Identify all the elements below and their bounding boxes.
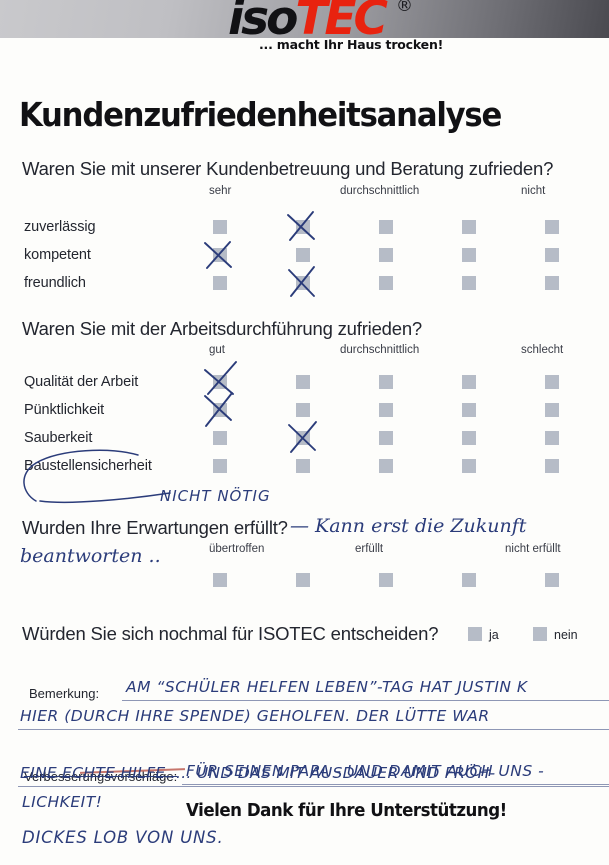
checkbox-erwartungen-3[interactable] — [379, 573, 393, 587]
handwritten-comment-line-4: EINE ECHTE HILFE..... UND DAS MIT AUSDAU… — [20, 764, 496, 782]
checkbox-kompetent-4[interactable] — [462, 248, 476, 262]
checkbox-baustellensicherheit-5[interactable] — [545, 459, 559, 473]
comment-rule-1 — [122, 700, 609, 701]
checkbox-erwartungen-5[interactable] — [545, 573, 559, 587]
checkbox-kompetent-5[interactable] — [545, 248, 559, 262]
checkbox-puenktlichkeit-3[interactable] — [379, 403, 393, 417]
comment-rule-3 — [182, 784, 609, 785]
checkbox-baustellensicherheit-2[interactable] — [296, 459, 310, 473]
row-label-zuverlaessig: zuverlässig — [24, 219, 96, 235]
checkbox-baustellensicherheit-1[interactable] — [213, 459, 227, 473]
checkbox-qualitaet-4[interactable] — [462, 375, 476, 389]
checkbox-sauberkeit-2[interactable] — [296, 431, 310, 445]
handwritten-comment-line-2: HIER (DURCH IHRE SPENDE) GEHOLFEN. DER L… — [20, 707, 490, 725]
section-1-scale-label-low: sehr — [209, 185, 232, 197]
checkbox-sauberkeit-3[interactable] — [379, 431, 393, 445]
handwritten-expectation-line-1: — Kann erst die Zukunft — [290, 515, 527, 537]
section-3-scale-label-mid: erfüllt — [355, 543, 384, 555]
checkbox-freundlich-5[interactable] — [545, 276, 559, 290]
checkbox-zuverlaessig-1[interactable] — [213, 220, 227, 234]
handwritten-comment-line-3: FÜR SEINEN PAPA - UND DAMIT AUCH UNS - — [186, 762, 545, 780]
row-label-qualitaet: Qualität der Arbeit — [24, 374, 139, 390]
section-1-scale-label-mid: durchschnittlich — [340, 185, 420, 197]
footer-thanks: Vielen Dank für Ihre Unterstützung! — [186, 801, 507, 821]
section-3-scale-label-low: übertroffen — [209, 543, 265, 555]
comment-rule-2 — [18, 729, 609, 730]
checkbox-sauberkeit-5[interactable] — [545, 431, 559, 445]
question-2-text: Waren Sie mit der Arbeitsdurchführung zu… — [22, 318, 423, 339]
checkbox-erwartungen-2[interactable] — [296, 573, 310, 587]
row-label-freundlich: freundlich — [24, 275, 86, 291]
isotec-logo: isoTEC ® ... macht Ihr Haus trocken! — [228, 0, 548, 52]
registered-trademark-icon: ® — [396, 0, 413, 16]
section-2-scale-label-low: gut — [209, 344, 225, 356]
handwritten-comment-line-1: AM “SCHÜLER HELFEN LEBEN”-TAG HAT JUSTIN… — [126, 678, 528, 696]
checkbox-zuverlaessig-3[interactable] — [379, 220, 393, 234]
checkbox-zuverlaessig-2[interactable] — [296, 220, 310, 234]
checkbox-decision-nein[interactable] — [533, 627, 547, 641]
checkbox-qualitaet-2[interactable] — [296, 375, 310, 389]
handwritten-comment-line-6: DICKES LOB VON UNS. — [22, 828, 224, 847]
handwritten-comment-line-5: LICHKEIT! — [22, 793, 103, 811]
checkbox-kompetent-1[interactable] — [213, 248, 227, 262]
checkbox-qualitaet-3[interactable] — [379, 375, 393, 389]
page-title: Kundenzufriedenheitsanalyse — [19, 95, 502, 134]
checkbox-sauberkeit-1[interactable] — [213, 431, 227, 445]
section-2-scale-label-high: schlecht — [521, 344, 564, 356]
logo-wordmark: isoTEC — [228, 0, 388, 46]
checkbox-puenktlichkeit-4[interactable] — [462, 403, 476, 417]
checkbox-puenktlichkeit-5[interactable] — [545, 403, 559, 417]
checkbox-freundlich-2[interactable] — [296, 276, 310, 290]
checkbox-freundlich-4[interactable] — [462, 276, 476, 290]
section-1-scale-label-high: nicht — [521, 185, 546, 197]
header-gradient-band — [0, 0, 609, 38]
checkbox-freundlich-1[interactable] — [213, 276, 227, 290]
comment-label: Bemerkung: — [29, 686, 100, 701]
checkbox-zuverlaessig-4[interactable] — [462, 220, 476, 234]
logo-iso-text: iso — [228, 0, 298, 46]
comment-rule-4 — [18, 786, 609, 787]
checkbox-zuverlaessig-5[interactable] — [545, 220, 559, 234]
question-1-text: Waren Sie mit unserer Kundenbetreuung un… — [22, 158, 554, 179]
checkbox-kompetent-2[interactable] — [296, 248, 310, 262]
checkbox-puenktlichkeit-1[interactable] — [213, 403, 227, 417]
section-2-scale-label-mid: durchschnittlich — [340, 344, 420, 356]
checkbox-sauberkeit-4[interactable] — [462, 431, 476, 445]
checkbox-baustellensicherheit-4[interactable] — [462, 459, 476, 473]
checkbox-freundlich-3[interactable] — [379, 276, 393, 290]
handwritten-expectation-line-2: beantworten .. — [20, 545, 161, 567]
checkbox-kompetent-3[interactable] — [379, 248, 393, 262]
checkbox-qualitaet-1[interactable] — [213, 375, 227, 389]
decision-question-text: Würden Sie sich nochmal für ISOTEC entsc… — [22, 623, 439, 644]
logo-tagline: ... macht Ihr Haus trocken! — [259, 37, 444, 52]
decision-ja-label: ja — [489, 628, 499, 642]
row-label-puenktlichkeit: Pünktlichkeit — [24, 402, 105, 418]
checkbox-erwartungen-1[interactable] — [213, 573, 227, 587]
row-label-kompetent: kompetent — [24, 247, 91, 263]
row-label-sauberkeit: Sauberkeit — [24, 430, 93, 446]
checkbox-erwartungen-4[interactable] — [462, 573, 476, 587]
checkbox-qualitaet-5[interactable] — [545, 375, 559, 389]
suggestions-label: Verbesserungsvorschläge: — [24, 769, 178, 784]
checkbox-baustellensicherheit-3[interactable] — [379, 459, 393, 473]
row-label-baustellensicherheit: Baustellensicherheit — [24, 458, 152, 474]
checkbox-puenktlichkeit-2[interactable] — [296, 403, 310, 417]
question-3-text: Wurden Ihre Erwartungen erfüllt? — [22, 517, 288, 538]
decision-nein-label: nein — [554, 628, 578, 642]
section-3-scale-label-high: nicht erfüllt — [505, 543, 561, 555]
logo-tec-text: TEC — [295, 0, 388, 46]
checkbox-decision-ja[interactable] — [468, 627, 482, 641]
handwritten-nicht-noetig: NICHT NÖTIG — [160, 487, 271, 505]
